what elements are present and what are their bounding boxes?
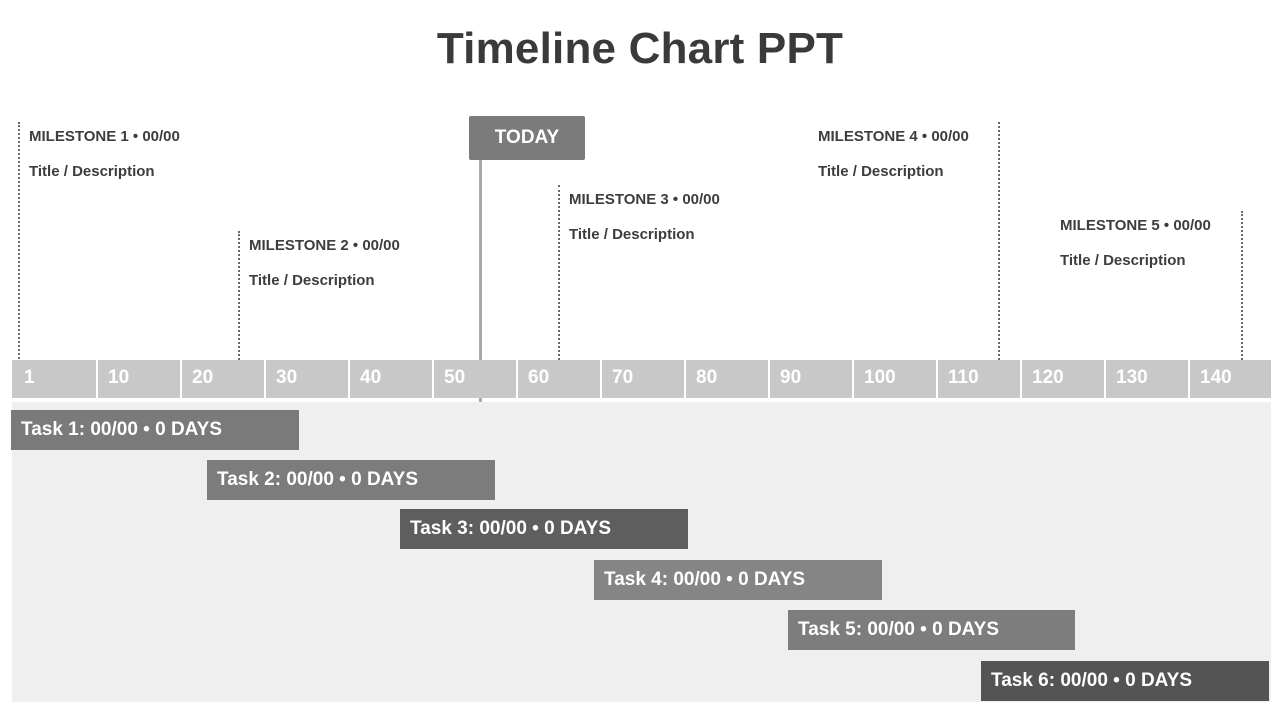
timeline-axis: 1 10 20 30 40 50 60 70 80 90 100 110 120 130 140 (12, 360, 1271, 398)
milestone-label: MILESTONE 4 • 00/00 (818, 128, 969, 145)
task-bar-5: Task 5: 00/00 • 0 DAYS (788, 610, 1075, 650)
axis-tick-label: 70 (612, 367, 634, 388)
milestone-description: Title / Description (249, 272, 375, 289)
today-label: TODAY (469, 116, 585, 160)
milestone-line (998, 122, 1000, 368)
task-bar-2: Task 2: 00/00 • 0 DAYS (207, 460, 495, 500)
axis-tick: 80 (684, 360, 768, 398)
axis-tick: 50 (432, 360, 516, 398)
axis-tick-label: 30 (276, 367, 298, 388)
milestone-description: Title / Description (1060, 252, 1186, 269)
task-bar-1: Task 1: 00/00 • 0 DAYS (11, 410, 299, 450)
axis-tick-label: 40 (360, 367, 382, 388)
milestone-label: MILESTONE 1 • 00/00 (29, 128, 180, 145)
axis-tick: 1 (12, 360, 96, 398)
axis-tick-label: 110 (948, 367, 979, 388)
milestone-label: MILESTONE 2 • 00/00 (249, 237, 400, 254)
axis-tick-label: 60 (528, 367, 550, 388)
task-area (12, 402, 1271, 702)
axis-tick: 30 (264, 360, 348, 398)
axis-tick-label: 140 (1200, 367, 1232, 388)
milestone-description: Title / Description (29, 163, 155, 180)
axis-tick: 110 (936, 360, 1020, 398)
axis-tick: 120 (1020, 360, 1104, 398)
task-bar-3: Task 3: 00/00 • 0 DAYS (400, 509, 688, 549)
today-line (479, 160, 482, 448)
axis-tick-label: 100 (864, 367, 896, 388)
milestone-line (558, 185, 560, 368)
milestone-line (238, 231, 240, 368)
axis-tick-label: 1 (24, 367, 35, 388)
axis-tick: 90 (768, 360, 852, 398)
milestone-description: Title / Description (818, 163, 944, 180)
axis-tick: 140 (1188, 360, 1272, 398)
page-title: Timeline Chart PPT (436, 24, 844, 73)
axis-tick: 70 (600, 360, 684, 398)
axis-tick: 100 (852, 360, 936, 398)
milestone-label: MILESTONE 5 • 00/00 (1060, 217, 1211, 234)
axis-tick-label: 50 (444, 367, 466, 388)
axis-tick-label: 10 (108, 367, 130, 388)
axis-tick: 10 (96, 360, 180, 398)
milestone-line (1241, 211, 1243, 368)
task-bar-6: Task 6: 00/00 • 0 DAYS (981, 661, 1269, 701)
axis-tick-label: 20 (192, 367, 214, 388)
task-bar-4: Task 4: 00/00 • 0 DAYS (594, 560, 882, 600)
axis-tick-label: 130 (1116, 367, 1148, 388)
axis-tick: 40 (348, 360, 432, 398)
axis-tick: 130 (1104, 360, 1188, 398)
milestone-description: Title / Description (569, 226, 695, 243)
milestone-line (18, 122, 20, 366)
milestone-label: MILESTONE 3 • 00/00 (569, 191, 720, 208)
axis-tick: 20 (180, 360, 264, 398)
axis-tick-label: 90 (780, 367, 802, 388)
axis-tick-label: 80 (696, 367, 718, 388)
axis-tick: 60 (516, 360, 600, 398)
axis-tick-label: 120 (1032, 367, 1064, 388)
